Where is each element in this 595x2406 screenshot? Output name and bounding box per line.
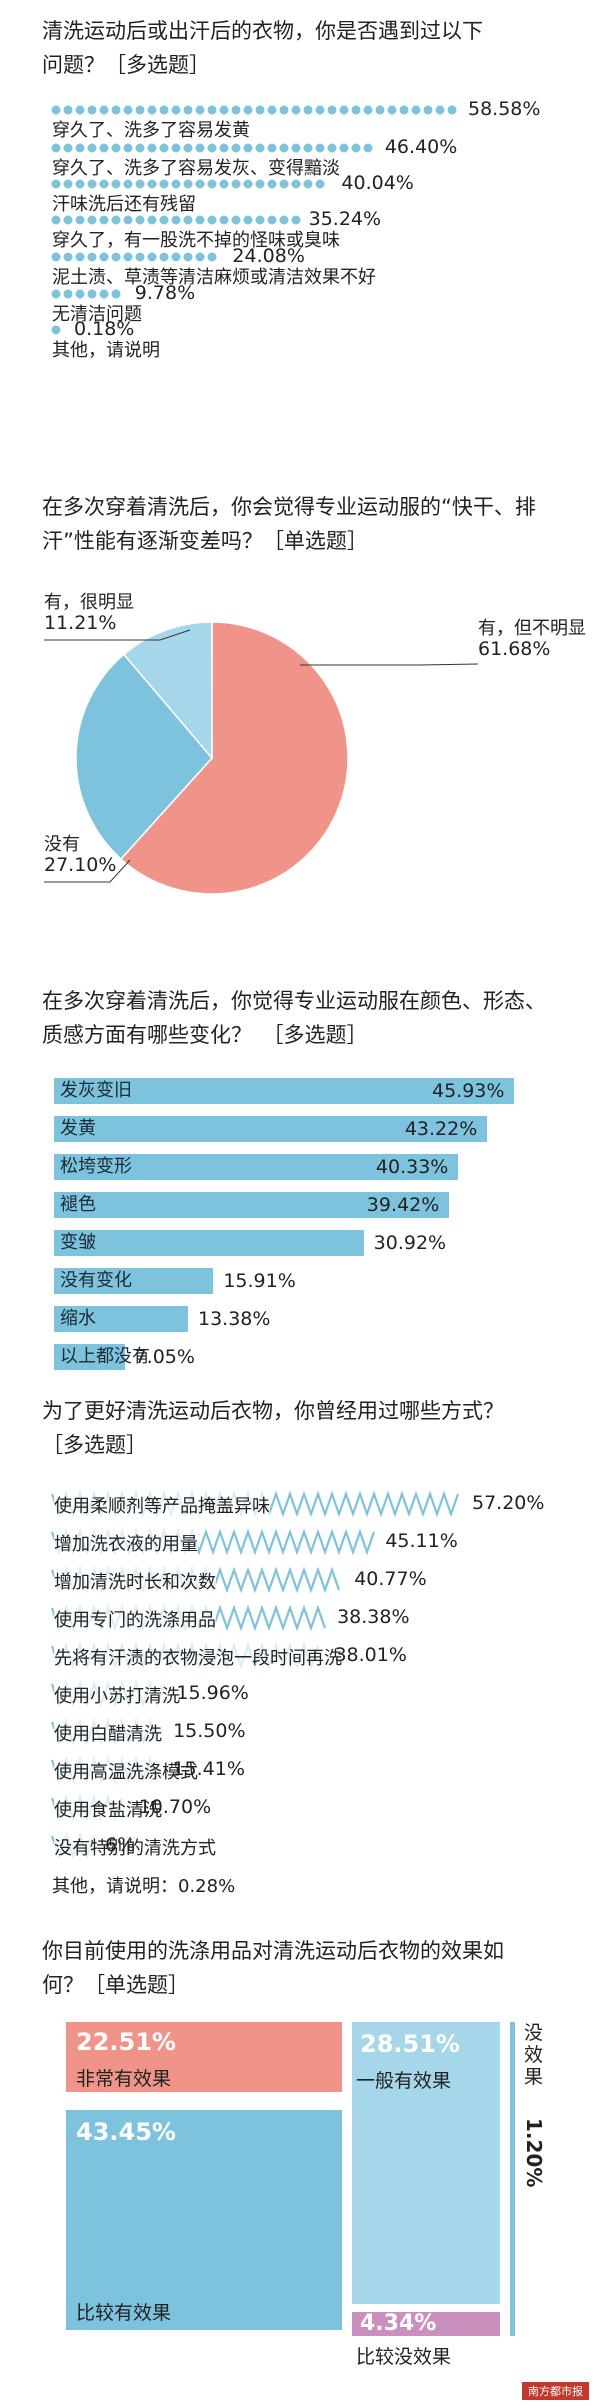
q5-pct-not-very-effective: 4.34%	[360, 2311, 437, 2336]
q2-slice-2	[122, 621, 213, 761]
q1-label-1: 穿久了、洗多了容易发灰、变得黯淡	[52, 158, 340, 179]
q1-pct-5: 9.78%	[134, 282, 196, 304]
q4-pct-0: 57.20%	[472, 1492, 545, 1514]
q4-pct-4: 38.01%	[334, 1644, 407, 1666]
q3-label-1: 发黄	[60, 1118, 96, 1139]
q2-title-line1: 在多次穿着清洗后，你会觉得专业运动服的“快干、排	[42, 495, 536, 519]
q1-label-5: 无清洁问题	[52, 304, 142, 325]
q3-bar-5	[54, 1268, 214, 1294]
q1-title-line2: 问题？［多选题］	[42, 53, 210, 77]
q3-label-4: 变皱	[60, 1232, 96, 1253]
q3-pct-4: 30.92%	[373, 1232, 447, 1254]
q3-title-line1: 在多次穿着清洗后，你觉得专业运动服在颜色、形态、	[42, 989, 546, 1013]
q3-pct-7: 7.05%	[134, 1346, 195, 1368]
q5-block-fairly-effective	[66, 2110, 342, 2330]
q3-bar-3	[54, 1192, 449, 1218]
q5-label-fairly-effective: 比较有效果	[76, 2302, 172, 2324]
q1-label-6: 其他，请说明	[52, 340, 160, 361]
q4-pct-5: 15.96%	[176, 1682, 249, 1704]
newspaper-logo: 南方都市报	[522, 2382, 589, 2400]
q4-pct-8: 10.70%	[138, 1796, 212, 1818]
q5-label-average-effective: 一般有效果	[356, 2070, 452, 2092]
q4-pct-2: 40.77%	[354, 1568, 427, 1590]
q1-title-line1: 清洗运动后或出汗后的衣物，你是否遇到过以下	[42, 19, 483, 43]
q3-label-2: 松垮变形	[60, 1156, 132, 1177]
q1-pct-2: 40.04%	[341, 172, 414, 194]
q3-bar-6	[54, 1306, 188, 1332]
q2-label-none: 没有	[44, 834, 80, 855]
q2-title-line2: 汗”性能有逐渐变差吗？［单选题］	[42, 529, 368, 553]
q3-bar-2	[54, 1154, 458, 1180]
q4-title-line1: 为了更好清洗运动后衣物，你曾经用过哪些方式？	[42, 1399, 504, 1423]
q3-label-7: 以上都没有	[60, 1346, 150, 1367]
q4-title-line2: ［多选题］	[42, 1433, 147, 1457]
q2-pct-very: 11.21%	[44, 612, 117, 634]
q1-label-3: 穿久了，有一股洗不掉的怪味或臭味	[52, 230, 340, 251]
q3-bar-0	[54, 1078, 514, 1104]
q5-pct-no-effect: 1.20%	[522, 2118, 546, 2188]
q1-pct-3: 35.24%	[308, 208, 382, 230]
q5-block-very-effective	[66, 2022, 342, 2092]
q4-pct-6: 15.50%	[173, 1720, 246, 1742]
q4-pct-9: 6%	[105, 1834, 136, 1856]
q4-label-9: 没有特别的清洗方式	[54, 1834, 216, 1860]
q4-label-8: 使用食盐清洗	[54, 1796, 162, 1822]
q1-pct-6: 0.18%	[74, 318, 135, 340]
q5-label-not-very-effective: 比较没效果	[356, 2346, 452, 2368]
q3-pct-0: 45.93%	[432, 1080, 505, 1102]
q2-label-very: 有，很明显	[44, 592, 134, 613]
q3-bar-7	[54, 1344, 125, 1370]
q3-title-line2: 质感方面有哪些变化？ ［多选题］	[42, 1023, 368, 1047]
q4-label-4: 先将有汗渍的衣物浸泡一段时间再洗	[54, 1644, 342, 1670]
q3-pct-5: 15.91%	[223, 1270, 296, 1292]
q1-dot-chart	[51, 105, 461, 335]
q3-bar-1	[54, 1116, 487, 1142]
q1-label-4: 泥土渍、草渍等清洁麻烦或清洁效果不好	[52, 267, 376, 288]
q3-pct-6: 13.38%	[198, 1308, 271, 1330]
q5-block-average-effective	[352, 2022, 500, 2304]
q5-block-no-effect	[510, 2022, 515, 2336]
q3-label-3: 褪色	[60, 1194, 96, 1215]
q4-label-1: 增加洗衣液的用量	[54, 1530, 198, 1556]
q5-title-line2: 何？［单选题］	[42, 1973, 189, 1997]
q5-pct-fairly-effective: 43.45%	[76, 2118, 176, 2146]
q1-label-0: 穿久了、洗多了容易发黄	[52, 120, 250, 141]
q5-label-no-effect: 没效果	[524, 2022, 544, 2088]
q1-pct-0: 58.58%	[468, 98, 541, 120]
q4-pct-7: 15.41%	[172, 1758, 245, 1780]
q4-other-text: 其他，请说明：0.28%	[52, 1876, 236, 1897]
q2-pct-slight: 61.68%	[478, 638, 551, 660]
q5-label-very-effective: 非常有效果	[76, 2068, 172, 2090]
q4-label-6: 使用白醋清洗	[54, 1720, 162, 1746]
q2-pct-none: 27.10%	[44, 854, 117, 876]
q3-pct-3: 39.42%	[366, 1194, 440, 1216]
q3-pct-2: 40.33%	[375, 1156, 449, 1178]
q2-slice-0	[119, 621, 349, 895]
q4-label-7: 使用高温洗涤模式	[54, 1758, 198, 1784]
q1-label-2: 汗味洗后还有残留	[52, 194, 196, 215]
q3-bar-4	[54, 1230, 364, 1256]
q5-block-not-very-effective	[352, 2312, 500, 2336]
q2-label-slight: 有，但不明显	[478, 618, 586, 639]
q5-pct-average-effective: 28.51%	[360, 2030, 460, 2058]
q3-pct-1: 43.22%	[404, 1118, 478, 1140]
q3-label-0: 发灰变旧	[60, 1080, 132, 1101]
q2-slice-1	[75, 653, 213, 861]
q5-title-line1: 你目前使用的洗涤用品对清洗运动后衣物的效果如	[42, 1939, 504, 1963]
q4-pct-3: 38.38%	[337, 1606, 410, 1628]
q4-label-5: 使用小苏打清洗	[54, 1682, 180, 1708]
q4-pct-1: 45.11%	[385, 1530, 458, 1552]
q5-pct-very-effective: 22.51%	[76, 2028, 176, 2056]
q3-label-5: 没有变化	[60, 1270, 132, 1291]
q1-pct-4: 24.08%	[232, 245, 305, 267]
q3-label-6: 缩水	[60, 1308, 96, 1329]
q1-pct-1: 46.40%	[384, 136, 458, 158]
q4-label-3: 使用专门的洗涤用品	[54, 1606, 216, 1632]
q4-label-0: 使用柔顺剂等产品掩盖异味	[54, 1492, 270, 1518]
q4-label-2: 增加清洗时长和次数	[54, 1568, 216, 1594]
